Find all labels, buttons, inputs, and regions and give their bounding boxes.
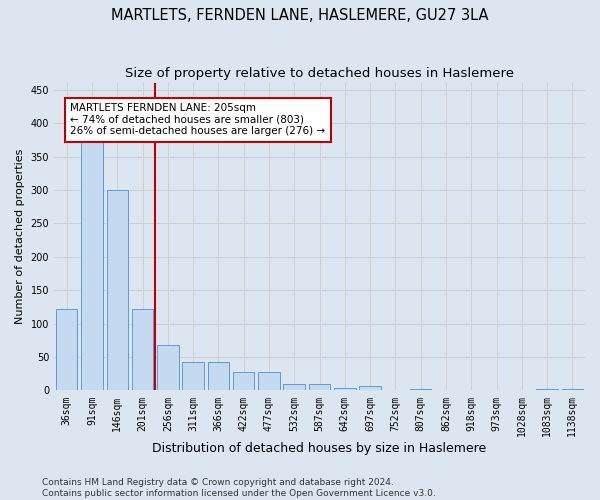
Bar (309, 384, 330, 390)
Bar (132, 309, 153, 390)
Title: Size of property relative to detached houses in Haslemere: Size of property relative to detached ho… (125, 68, 514, 80)
Bar (258, 372, 280, 390)
Bar (359, 386, 381, 390)
Bar (334, 388, 356, 390)
Bar (233, 372, 254, 390)
Bar (182, 362, 204, 390)
Text: Contains HM Land Registry data © Crown copyright and database right 2024.
Contai: Contains HM Land Registry data © Crown c… (42, 478, 436, 498)
Bar (283, 384, 305, 390)
Bar (81, 140, 103, 390)
Text: MARTLETS FERNDEN LANE: 205sqm
← 74% of detached houses are smaller (803)
26% of : MARTLETS FERNDEN LANE: 205sqm ← 74% of d… (70, 103, 326, 136)
Bar (536, 389, 558, 390)
Bar (56, 309, 77, 390)
Bar (208, 362, 229, 390)
Text: MARTLETS, FERNDEN LANE, HASLEMERE, GU27 3LA: MARTLETS, FERNDEN LANE, HASLEMERE, GU27 … (111, 8, 489, 22)
Bar (562, 389, 583, 390)
Bar (107, 190, 128, 390)
Bar (410, 389, 431, 390)
X-axis label: Distribution of detached houses by size in Haslemere: Distribution of detached houses by size … (152, 442, 487, 455)
Y-axis label: Number of detached properties: Number of detached properties (15, 149, 25, 324)
Bar (157, 345, 179, 391)
